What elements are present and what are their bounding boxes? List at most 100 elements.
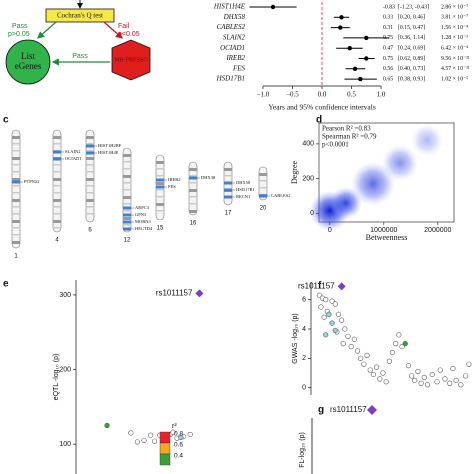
legend-swatch — [159, 442, 171, 455]
panel-letter: g — [318, 405, 324, 416]
estimate-point — [270, 4, 276, 10]
arrow — [103, 21, 123, 39]
test-box — [45, 8, 115, 23]
band — [86, 185, 94, 187]
gene-label: CABLES2 — [271, 193, 291, 198]
data-point — [415, 368, 421, 375]
data-point — [361, 361, 367, 367]
chromosome-label: 12 — [124, 238, 131, 244]
band — [53, 185, 61, 187]
band — [86, 164, 94, 166]
data-point — [412, 377, 418, 383]
legend-label: 0.6 — [174, 442, 183, 449]
band — [123, 224, 131, 226]
band — [12, 227, 20, 229]
highlight-marker — [195, 289, 204, 298]
data-point — [323, 332, 329, 338]
list-node — [5, 39, 51, 85]
panel-letter: d — [316, 115, 322, 126]
band — [53, 220, 61, 223]
band — [12, 150, 20, 152]
gene-label: DHX38 — [201, 175, 216, 180]
list-node-label: eGenes — [15, 61, 42, 71]
data-point — [351, 336, 357, 342]
data-point — [148, 432, 154, 438]
chromosome-label: 4 — [55, 238, 59, 244]
x-tick-label: 1000000 — [370, 227, 397, 234]
gene-label: FES — [232, 64, 246, 72]
value-label: -0.83 — [383, 4, 395, 10]
data-point — [437, 367, 443, 373]
data-point — [141, 437, 147, 444]
band — [123, 168, 131, 170]
gene-highlight — [53, 157, 61, 161]
data-point — [389, 349, 396, 356]
gene-label: FES — [168, 184, 176, 189]
band — [189, 196, 197, 198]
x-tick-label: −0.5 — [286, 91, 299, 99]
p-label: 3.81 × 10⁻⁷ — [441, 15, 468, 21]
chromosome-label: 16 — [190, 221, 197, 227]
ci-label: [0.15, 0.47] — [398, 25, 425, 31]
data-point — [418, 380, 424, 386]
data-point — [104, 422, 110, 429]
value-label: 0.65 — [383, 76, 393, 82]
band — [156, 175, 164, 177]
band — [53, 213, 61, 215]
y-axis-label: FL-log₁₀ (p) — [299, 432, 306, 468]
gene-highlight — [224, 181, 232, 185]
p-label: 9.56 × 10⁻²¹ — [441, 56, 470, 62]
chromosome-label: 17 — [225, 211, 232, 217]
band — [12, 220, 20, 223]
data-point — [151, 438, 158, 444]
data-point — [128, 430, 134, 436]
arrow — [37, 21, 57, 39]
y-tick-label: 200 — [59, 366, 71, 373]
band — [123, 210, 131, 212]
gene-label: HIST1H2BF — [98, 143, 122, 148]
band — [53, 178, 61, 181]
gene-highlight — [156, 178, 164, 182]
band — [189, 182, 197, 184]
ideogram: 1 PTPN22 4 SLAIN2 OCIAD1 6 HIST1H2BF HIST1H4E 12… — [11, 129, 291, 260]
band — [12, 213, 20, 215]
ci-label: [0.38, 0.93] — [398, 76, 425, 82]
band — [189, 175, 197, 177]
chromosome-label: 15 — [157, 226, 164, 232]
gene-label: GPN3 — [135, 212, 147, 217]
highlight-label: rs1011157 — [298, 282, 335, 291]
y-tick-label: 300 — [59, 292, 71, 299]
data-point — [377, 376, 383, 382]
x-tick-label: 2000000 — [424, 227, 451, 234]
data-point — [345, 333, 351, 339]
band — [189, 189, 197, 192]
band — [86, 199, 94, 202]
data-point — [405, 363, 412, 369]
highlight-marker — [367, 405, 377, 415]
value-label: 0.47 — [383, 46, 393, 52]
gene-label: HECTD4 — [135, 226, 153, 231]
data-point — [383, 379, 389, 385]
chromosome-label: 20 — [260, 206, 267, 212]
ci-label: [0.62, 0.89] — [398, 56, 425, 62]
panel-letter: e — [3, 279, 9, 290]
gene-label: DHX58 — [223, 13, 246, 21]
estimate-point — [358, 76, 363, 82]
gene-label: HIST1H4E — [213, 3, 246, 11]
p-label: 4.57 × 10⁻²¹ — [441, 66, 470, 72]
band — [12, 178, 20, 181]
band — [156, 210, 164, 212]
band — [53, 199, 61, 202]
band — [224, 168, 232, 171]
band — [224, 175, 232, 177]
gene-label: PTPN22 — [24, 179, 40, 184]
band — [12, 143, 20, 145]
band — [86, 171, 94, 173]
y-tick-label: 0 — [310, 210, 314, 217]
gene-label: HSD17B1 — [216, 75, 245, 83]
data-point — [318, 304, 324, 310]
annotation: Spearman R² =0.79 — [322, 133, 377, 141]
data-point — [335, 311, 342, 317]
y-tick-label: 200 — [302, 175, 314, 182]
